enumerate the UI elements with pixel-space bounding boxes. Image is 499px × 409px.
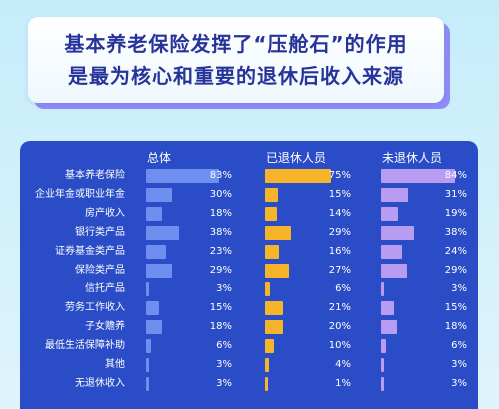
data-label: 84% [444,170,467,181]
bar [146,206,162,221]
data-label: 10% [328,340,351,352]
category-label: 保险类产品 [75,264,125,276]
category-label: 劳务工作收入 [65,302,125,314]
bar [265,358,269,372]
bar [381,376,384,391]
data-label: 24% [444,245,467,257]
data-label: 27% [328,264,351,276]
bar [146,320,162,335]
bar [146,339,152,354]
data-label: 38% [209,226,232,238]
category-label: 企业年金或职业年金 [35,188,125,200]
data-label: 23% [209,245,232,257]
data-label: 3% [216,283,232,295]
bar [381,187,409,202]
data-label: 18% [444,321,467,333]
data-label: 29% [328,226,351,238]
data-label: 19% [444,207,467,219]
data-label: 6% [451,340,467,352]
data-label: 75% [328,170,351,181]
series-header: 总体 [147,151,172,165]
bar [381,169,455,183]
bar [265,301,284,316]
series-header: 已退休人员 [266,151,327,165]
category-label: 其他 [105,359,125,370]
bar [265,320,283,335]
data-label: 20% [328,321,351,333]
data-label: 30% [209,188,232,200]
bar [146,263,172,278]
bar [381,320,397,335]
bar [265,263,289,278]
category-label: 无退休收入 [75,377,125,389]
bar [381,206,398,221]
bar [381,301,395,316]
category-label: 证券基金类产品 [55,245,125,257]
bar [146,244,167,259]
data-label: 15% [328,188,351,200]
category-label: 最低生活保障补助 [45,340,125,352]
bar [146,187,173,202]
data-label: 16% [328,245,351,257]
data-label: 3% [216,377,232,389]
title-line-1: 基本养老保险发挥了“压舱石”的作用 [64,32,408,56]
bar [146,225,180,240]
bar [146,376,149,391]
data-label: 1% [335,377,351,389]
data-label: 29% [444,264,467,276]
bar [381,339,387,354]
bar [381,263,407,278]
data-label: 4% [335,359,351,370]
category-label: 子女赡养 [85,321,125,333]
data-label: 38% [444,226,467,238]
bar [265,187,279,202]
data-label: 31% [444,188,467,200]
data-label: 83% [209,170,232,181]
title-line-2: 是最为核心和重要的退休后收入来源 [68,64,404,88]
data-label: 15% [209,302,232,314]
data-label: 18% [209,321,232,333]
data-label: 15% [444,302,467,314]
data-label: 3% [451,359,467,370]
category-label: 信托产品 [85,283,125,295]
bar [146,301,160,316]
bar [265,282,271,297]
data-label: 29% [209,264,232,276]
bar [381,225,415,240]
bar [381,282,384,297]
data-label: 3% [451,283,467,295]
bar [265,206,278,221]
data-label: 3% [216,359,232,370]
category-label: 银行类产品 [75,226,125,238]
bar [265,244,280,259]
data-label: 3% [451,377,467,389]
data-label: 14% [328,207,351,219]
bar [265,169,331,183]
series-header: 未退休人员 [382,151,443,165]
category-label: 基本养老保险 [65,170,125,181]
bar [146,358,149,372]
bar [265,376,268,391]
bar [146,282,149,297]
bar [265,339,274,354]
bar [381,358,384,372]
bar [381,244,403,259]
data-label: 21% [328,302,351,314]
data-label: 6% [216,340,232,352]
title-card: 基本养老保险发挥了“压舱石”的作用 是最为核心和重要的退休后收入来源 [28,17,444,103]
bar [265,225,291,240]
category-label: 房产收入 [85,207,125,219]
data-label: 18% [209,207,232,219]
bar [146,169,220,183]
data-label: 6% [335,283,351,295]
